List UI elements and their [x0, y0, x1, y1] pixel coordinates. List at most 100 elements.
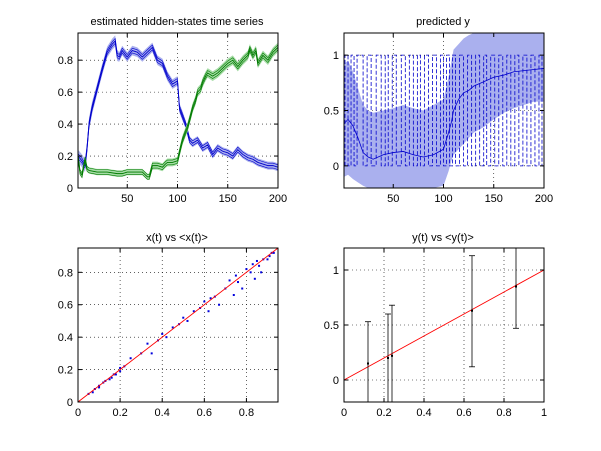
x-scatter-point	[255, 259, 258, 262]
x-scatter-point	[228, 279, 231, 282]
panel-title-x-vs-expected-x: x(t) vs <x(t)>	[146, 232, 208, 244]
x-scatter-point	[182, 316, 185, 319]
hidden-states-ytick-label: 0.6	[58, 87, 73, 99]
x-scatter-point	[91, 391, 94, 394]
hidden-state-2-line	[78, 47, 278, 178]
plot-area-hidden-states: 50 100 150 200 0 0.2 0.4 0.6 0.8	[58, 32, 287, 205]
panel-title-y-vs-expected-y: y(t) vs <y(t)>	[412, 232, 474, 244]
x-scatter-point	[129, 357, 132, 360]
x-scatter-point	[241, 287, 244, 290]
x-scatter-point	[266, 258, 269, 261]
x-scatter-point	[237, 281, 239, 284]
x-scatter-xtick-label: 0	[75, 407, 81, 419]
y-scatter-ytick-label: 1	[333, 265, 339, 277]
predicted-y-observations	[344, 54, 544, 167]
x-scatter-xtick-label: 0.2	[112, 407, 127, 419]
x-scatter-point	[114, 373, 117, 376]
predicted-y-xtick-label: 150	[485, 193, 503, 205]
x-scatter-point	[272, 251, 275, 254]
predicted-y-xtick-label: 50	[387, 193, 399, 205]
x-scatter-ytick-label: 0	[67, 397, 73, 409]
predicted-y-xtick-label: 100	[434, 193, 452, 205]
x-scatter-ytick-label: 0.2	[58, 365, 73, 377]
predicted-y-ytick-label: 1	[333, 50, 339, 62]
x-scatter-ytick-label: 0.6	[58, 300, 73, 312]
x-scatter-xtick-label: 0.6	[197, 407, 212, 419]
panel-title-hidden-states: estimated hidden-states time series	[90, 16, 264, 28]
y-scatter-xtick-label: 0	[341, 407, 347, 419]
panel-title-predicted-y: predicted y	[416, 16, 470, 28]
x-scatter-identity-line	[78, 248, 278, 402]
y-scatter-point	[387, 357, 389, 359]
x-scatter-xtick-label: 0.4	[155, 407, 170, 419]
y-scatter-point	[471, 309, 473, 312]
x-scatter-point	[165, 336, 168, 339]
panel-y-vs-expected-y: y(t) vs <y(t)> 0 0.2 0.4 0.6 0.8 1 0 0.5 1	[324, 232, 547, 419]
hidden-states-xtick-label: 50	[121, 193, 133, 205]
x-scatter-point	[146, 342, 149, 345]
y-scatter-ytick-label: 0.5	[324, 320, 339, 332]
panel-hidden-states: estimated hidden-states time series 50 10…	[58, 16, 287, 205]
hidden-state-2-upper-line	[78, 44, 278, 175]
y-scatter-xtick-label: 0.8	[496, 407, 511, 419]
x-scatter-point	[192, 310, 195, 313]
hidden-states-xtick-label: 200	[269, 193, 287, 205]
predicted-y-mean-line	[344, 68, 544, 160]
predicted-y-xtick-label: 200	[535, 193, 553, 205]
hidden-states-ytick-label: 0.4	[58, 119, 73, 131]
y-scatter-xtick-label: 0.2	[376, 407, 391, 419]
y-scatter-point	[515, 285, 517, 288]
x-scatter-point	[268, 255, 271, 258]
hidden-states-axes-box	[77, 32, 279, 189]
x-scatter-axes-box	[77, 247, 279, 403]
hidden-states-xtick-label: 100	[168, 193, 186, 205]
x-scatter-point	[98, 386, 101, 389]
hidden-states-ytick-label: 0.8	[58, 55, 73, 67]
x-scatter-point	[209, 297, 212, 300]
x-scatter-point	[186, 319, 189, 322]
hidden-states-ytick-label: 0.2	[58, 151, 73, 163]
x-scatter-point	[203, 300, 206, 303]
x-scatter-point	[245, 268, 248, 271]
y-scatter-ytick-label: 0	[333, 375, 339, 387]
x-scatter-point	[251, 263, 254, 266]
x-scatter-xtick-label: 0.8	[239, 407, 254, 419]
x-scatter-point	[234, 274, 237, 277]
x-scatter-point	[249, 271, 252, 274]
hidden-state-1-line	[78, 39, 278, 168]
panel-x-vs-expected-x: x(t) vs <x(t)> 0 0.2 0.4 0.6 0.8 0 0.2 0.4 0.6 0.…	[58, 232, 279, 419]
hidden-state-2-lower-line	[78, 49, 278, 180]
x-scatter-point	[119, 366, 122, 369]
x-scatter-point	[218, 303, 221, 306]
y-scatter-point	[391, 354, 393, 357]
x-scatter-point	[161, 332, 164, 335]
x-scatter-point	[110, 376, 113, 379]
y-scatter-identity-line	[344, 269, 544, 381]
hidden-state-1-lower-line	[78, 42, 278, 170]
x-scatter-point	[171, 326, 174, 329]
x-scatter-point	[119, 370, 122, 373]
y-scatter-xtick-label: 0.4	[416, 407, 431, 419]
x-scatter-point	[207, 310, 210, 313]
y-scatter-xtick-label: 1	[541, 407, 547, 419]
y-scatter-point	[367, 362, 369, 365]
x-scatter-point	[258, 264, 261, 267]
hidden-states-xtick-label: 150	[219, 193, 237, 205]
plot-area-predicted-y: 50 100 150 200 0 0.5 1	[324, 32, 553, 205]
predicted-y-ytick-label: 0	[333, 161, 339, 173]
plot-area-x-vs-expected-x: 0 0.2 0.4 0.6 0.8 0 0.2 0.4 0.6 0.8	[58, 247, 279, 419]
plot-area-y-vs-expected-y: 0 0.2 0.4 0.6 0.8 1 0 0.5 1	[324, 247, 547, 419]
x-scatter-point	[108, 378, 111, 381]
x-scatter-point	[253, 277, 256, 280]
y-scatter-xtick-label: 0.6	[456, 407, 471, 419]
x-scatter-point	[150, 352, 153, 355]
hidden-state-1-upper-line	[78, 37, 278, 166]
predicted-y-ytick-label: 0.5	[324, 106, 339, 118]
panel-predicted-y: predicted y 50 100 150 200 0 0.5 1	[324, 16, 553, 205]
x-scatter-point	[260, 271, 263, 274]
predicted-y-band	[344, 33, 544, 188]
x-scatter-ytick-label: 0.4	[58, 332, 73, 344]
x-scatter-ytick-label: 0.8	[58, 267, 73, 279]
x-scatter-point	[232, 294, 235, 297]
